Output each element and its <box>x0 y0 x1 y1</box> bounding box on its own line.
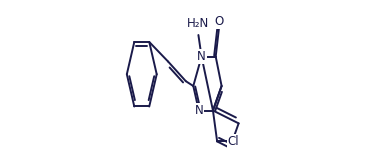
Text: N: N <box>194 104 203 117</box>
Text: H₂N: H₂N <box>187 17 209 30</box>
Text: N: N <box>197 50 206 63</box>
Text: O: O <box>214 15 224 28</box>
Text: Cl: Cl <box>228 135 239 148</box>
